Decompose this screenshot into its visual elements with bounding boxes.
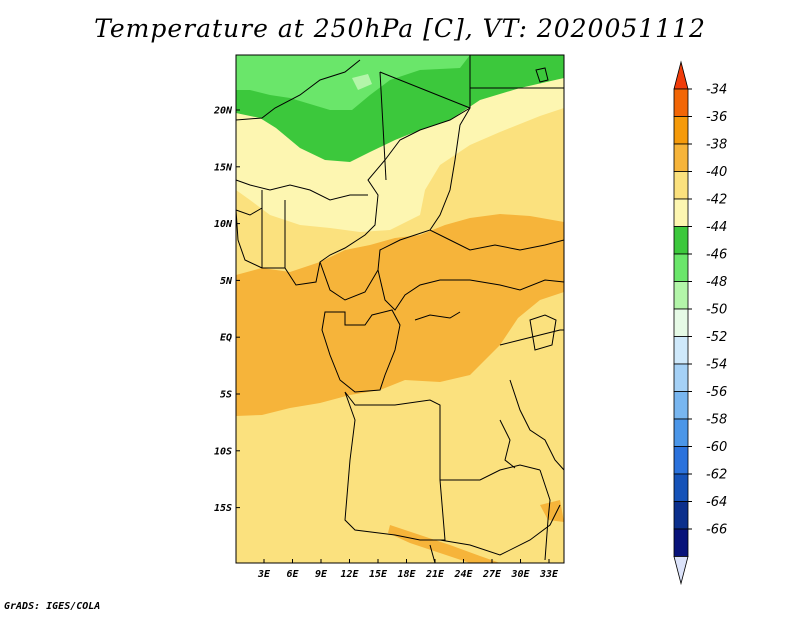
latitude-axis: 20N 15N 10N 5N EQ 5S 10S 15S	[213, 106, 240, 514]
lat-tick-label: 10S	[214, 446, 232, 457]
colorbar-label: -44	[706, 220, 727, 235]
lat-tick-label: 15S	[214, 503, 232, 514]
colorbar-swatch	[673, 253, 689, 282]
colorbar-label: -46	[706, 248, 727, 263]
colorbar-label: -52	[706, 330, 727, 345]
colorbar-swatch	[673, 418, 689, 447]
chart-title: Temperature at 250hPa [C], VT: 202005111…	[94, 14, 706, 43]
colorbar-top-arrow	[673, 60, 689, 90]
lon-tick-label: 18E	[397, 569, 416, 580]
colorbar-swatch	[673, 391, 689, 420]
lat-tick-label: 15N	[214, 162, 233, 173]
lon-tick-label: 30E	[510, 569, 530, 580]
colorbar-swatch	[673, 281, 689, 310]
lon-tick-label: 15E	[369, 569, 388, 580]
colorbar-swatch	[673, 446, 689, 475]
colorbar-swatch	[673, 308, 689, 337]
colorbar-label: -38	[706, 138, 727, 153]
field-band-minus46	[236, 55, 470, 110]
colorbar-label: -58	[706, 413, 727, 428]
country-boundaries	[235, 55, 565, 564]
lon-tick-label: 27E	[482, 569, 502, 580]
colorbar-label: -48	[706, 275, 727, 290]
colorbar-swatch	[673, 473, 689, 502]
temperature-field	[236, 55, 564, 563]
lat-tick-label: 20N	[213, 106, 233, 117]
lat-tick-label: 5N	[220, 276, 233, 287]
colorbar-bottom-arrow	[673, 556, 689, 586]
colorbar-swatch	[673, 116, 689, 145]
map-frame	[235, 54, 565, 564]
colorbar-swatch	[673, 501, 689, 530]
lon-tick-label: 3E	[257, 569, 271, 580]
colorbar-label: -34	[706, 83, 727, 98]
colorbar-swatch	[673, 226, 689, 255]
colorbar-label: -50	[706, 303, 727, 318]
lon-tick-label: 12E	[340, 569, 359, 580]
colorbar-label: -60	[706, 440, 727, 455]
colorbar-label: -36	[706, 110, 727, 125]
colorbar-label: -62	[706, 468, 727, 483]
colorbar-swatch	[673, 88, 689, 117]
field-band-minus48	[352, 74, 372, 90]
lon-tick-label: 6E	[286, 569, 299, 580]
field-band-minus38-east	[540, 500, 564, 522]
lon-tick-label: 21E	[425, 569, 445, 580]
colorbar-swatch	[673, 143, 689, 172]
field-band-minus38-south	[388, 525, 500, 563]
colorbar: -34 -36 -38 -40 -42 -44 -46 -48 -50 -52 -54 -56 -58 -…	[673, 60, 727, 586]
colorbar-swatch	[673, 198, 689, 227]
longitude-axis: 3E 6E 9E 12E 15E 18E 21E 24E 27E 30E 33E	[257, 559, 559, 580]
lat-tick-label: EQ	[220, 333, 232, 344]
colorbar-label: -56	[706, 385, 727, 400]
colorbar-swatch	[673, 336, 689, 365]
lon-tick-label: 9E	[315, 569, 328, 580]
lat-tick-label: 5S	[220, 390, 232, 401]
colorbar-swatch	[673, 171, 689, 200]
colorbar-label: -40	[706, 165, 727, 180]
lon-tick-label: 33E	[539, 569, 559, 580]
colorbar-label: -54	[706, 358, 727, 373]
field-band-minus38-central	[236, 214, 564, 416]
colorbar-label: -66	[706, 523, 727, 538]
colorbar-label: -64	[706, 495, 727, 510]
colorbar-swatch	[673, 528, 689, 557]
colorbar-swatch	[673, 363, 689, 392]
lat-tick-label: 10N	[214, 219, 233, 230]
footer-credit: GrADS: IGES/COLA	[4, 601, 101, 612]
colorbar-label: -42	[706, 193, 727, 208]
lon-tick-label: 24E	[453, 569, 473, 580]
